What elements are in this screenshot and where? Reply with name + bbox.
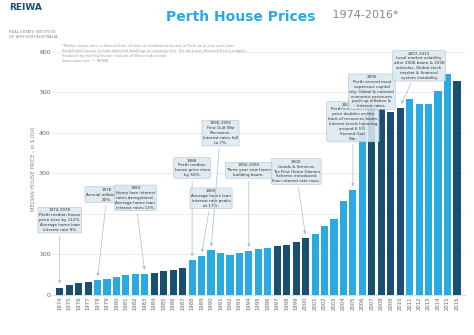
Bar: [179, 268, 186, 295]
Bar: [283, 245, 290, 295]
Text: 2001-2005
Perth's median house
price doubles on the
back of resources boom.
Inte: 2001-2005 Perth's median house price dou…: [328, 103, 378, 186]
Text: 1974-2016*: 1974-2016*: [329, 10, 399, 20]
Text: 1990-1991
First Gulf War
Recession.
Interest rates fall
to 7%.: 1990-1991 First Gulf War Recession. Inte…: [203, 121, 238, 246]
Text: 1989
Average home loan
interest rate peaks
at 17%.: 1989 Average home loan interest rate pea…: [191, 189, 231, 252]
Bar: [103, 279, 110, 295]
Bar: [246, 251, 253, 295]
Bar: [302, 238, 309, 295]
Bar: [368, 105, 375, 295]
Bar: [425, 104, 432, 295]
Text: Perth House Prices: Perth House Prices: [166, 10, 315, 24]
Bar: [189, 260, 196, 295]
Bar: [387, 112, 394, 295]
Bar: [113, 277, 120, 295]
Bar: [236, 254, 243, 295]
Text: 1978
Annual inflation rate
20%.: 1978 Annual inflation rate 20%.: [86, 188, 128, 275]
Bar: [416, 104, 423, 295]
Bar: [311, 234, 319, 295]
Bar: [330, 219, 337, 295]
Bar: [75, 283, 82, 295]
Bar: [397, 108, 404, 295]
Bar: [444, 74, 451, 295]
Bar: [170, 270, 177, 295]
Text: 2007-2013
Local market volatility
after 2006 boom & 2008
stimulus. Global stock
: 2007-2013 Local market volatility after …: [394, 52, 445, 103]
Bar: [132, 274, 139, 295]
Bar: [94, 280, 101, 295]
Bar: [141, 274, 148, 295]
Text: 1992-1995
Three year new home
building boom.: 1992-1995 Three year new home building b…: [227, 163, 272, 246]
Text: *Median house price is derived from all sales of established houses in Perth as : *Median house price is derived from all …: [62, 44, 246, 63]
Bar: [160, 271, 167, 295]
Bar: [340, 201, 347, 295]
Bar: [349, 190, 356, 295]
Text: 2006
Perth second most
expensive capital
city. Global & national
economic pressu: 2006 Perth second most expensive capital…: [349, 75, 394, 129]
Bar: [255, 250, 262, 295]
Bar: [198, 256, 205, 295]
Bar: [435, 91, 442, 295]
Bar: [84, 282, 91, 295]
Bar: [359, 134, 366, 295]
Bar: [273, 246, 281, 295]
Bar: [406, 99, 413, 295]
Text: 1974-1978
Perth median house
price rises by 112%.
Average home loan
interest rat: 1974-1978 Perth median house price rises…: [39, 208, 81, 283]
Bar: [122, 275, 129, 295]
Y-axis label: MEDIAN HOUSE PRICE - in $,000: MEDIAN HOUSE PRICE - in $,000: [31, 127, 36, 211]
Bar: [227, 256, 234, 295]
Bar: [292, 242, 300, 295]
Bar: [151, 272, 158, 295]
Bar: [454, 81, 461, 295]
Text: REAL ESTATE INSTITUTE
OF WESTERN AUSTRALIA: REAL ESTATE INSTITUTE OF WESTERN AUSTRAL…: [9, 30, 58, 39]
Bar: [208, 250, 215, 295]
Bar: [321, 226, 328, 295]
Text: 1988
Perth median
house price rises
by 50%.: 1988 Perth median house price rises by 5…: [175, 158, 210, 256]
Bar: [56, 287, 63, 295]
Bar: [378, 109, 385, 295]
Text: 1983
Home loan interest
rates deregulated.
Average home loan
interest rates 13%.: 1983 Home loan interest rates deregulate…: [115, 186, 155, 269]
Bar: [264, 248, 271, 295]
Bar: [65, 285, 73, 295]
Bar: [217, 254, 224, 295]
Text: REIWA: REIWA: [9, 3, 42, 12]
Text: 2000
Goods & Services
Tax First Home Owners
Scheme introduced.
Four interest rat: 2000 Goods & Services Tax First Home Own…: [272, 160, 320, 233]
